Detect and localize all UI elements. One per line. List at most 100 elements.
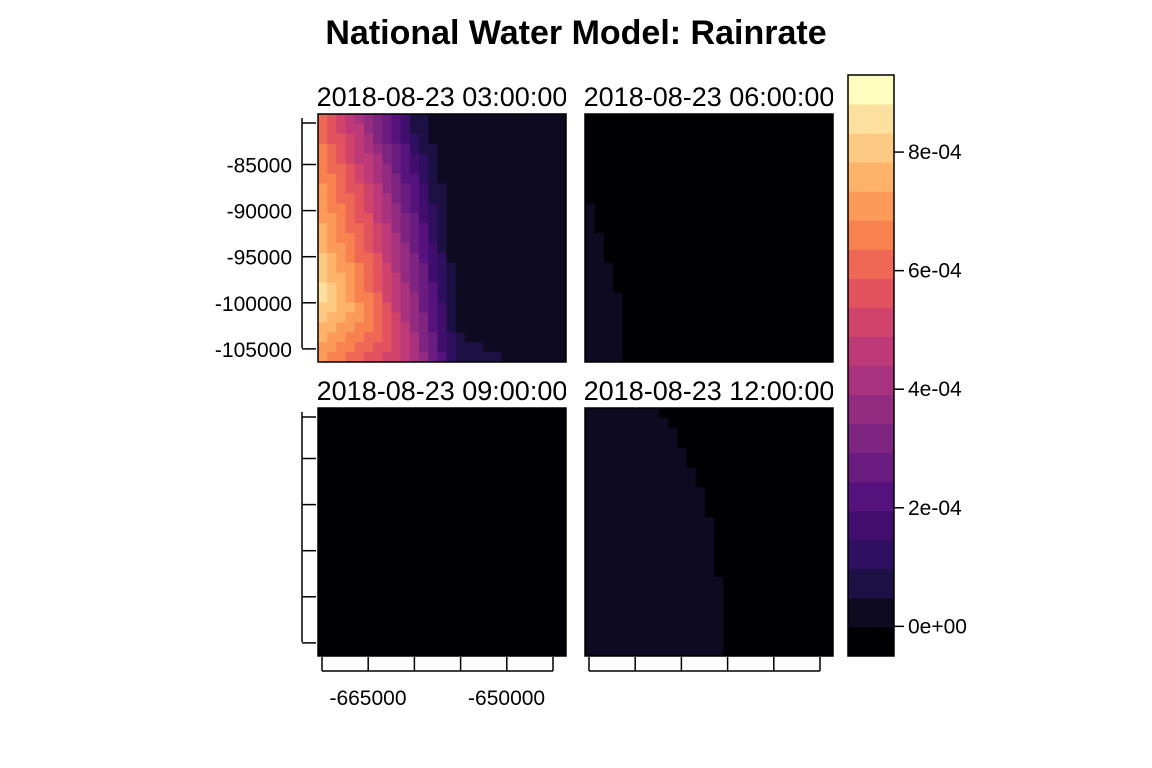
heat-cell (327, 123, 337, 135)
heat-cell (391, 262, 402, 274)
heat-cell (492, 123, 503, 135)
heat-cell (409, 272, 420, 284)
heat-cell (529, 153, 540, 165)
heat-cell (382, 302, 393, 313)
heat-cell (501, 153, 512, 165)
heat-cell (483, 173, 494, 185)
heat-cell (501, 282, 512, 294)
heat-cell (492, 272, 503, 284)
heat-cell (520, 282, 530, 294)
heat-cell (354, 193, 365, 204)
heat-cell (363, 322, 374, 333)
heat-cell (547, 223, 558, 234)
heat-cell (556, 282, 566, 294)
heat-cell (373, 223, 383, 234)
heat-cell (373, 213, 383, 224)
heat-cell (585, 566, 715, 578)
heat-cell (501, 332, 512, 343)
heat-cell (409, 292, 420, 304)
heat-cell (529, 312, 540, 323)
panel-label: 2018-08-23 03:00:00 (317, 82, 568, 112)
heat-cell (400, 123, 411, 135)
heat-cell (585, 546, 715, 558)
heat-cell (483, 312, 494, 323)
heat-cell (419, 242, 429, 254)
heat-cell (373, 163, 383, 175)
heat-cell (318, 312, 328, 323)
heat-cell (455, 133, 466, 145)
heat-cell (510, 133, 521, 145)
heat-cell (391, 153, 402, 165)
panel-cells (318, 114, 566, 362)
heat-cell (437, 352, 448, 362)
heat-cell (585, 213, 595, 224)
heat-cell (585, 457, 687, 469)
heat-cell (428, 332, 439, 343)
chart-title: National Water Model: Rainrate (325, 14, 826, 52)
heat-cell (400, 242, 411, 254)
colorbar-swatch (848, 568, 894, 599)
heat-cell (455, 292, 466, 304)
heat-cell (419, 322, 429, 333)
heat-cell (510, 203, 521, 214)
heat-cell (363, 223, 374, 234)
heat-cell (318, 163, 328, 175)
heat-cell (437, 282, 448, 294)
heat-cell (520, 252, 530, 264)
heat-cell (354, 292, 365, 304)
heat-cell (409, 233, 420, 244)
heat-cell (547, 272, 558, 284)
heat-cell (318, 203, 328, 214)
heat-cell (373, 133, 383, 145)
heat-cell (585, 477, 696, 488)
heat-cell (446, 133, 457, 145)
heat-cell (510, 332, 521, 343)
heat-cell (428, 302, 439, 313)
heat-cell (382, 114, 393, 125)
heat-cell (437, 203, 448, 214)
heat-cell (556, 114, 566, 125)
heat-cell (318, 332, 328, 343)
heat-cell (409, 342, 420, 353)
heat-cell (446, 153, 457, 165)
heat-cell (510, 272, 521, 284)
panel-1: 2018-08-23 03:00:00 (317, 82, 568, 363)
heat-cell (409, 223, 420, 234)
heat-cell (354, 302, 365, 313)
heat-cell (400, 203, 411, 214)
heat-cell (483, 332, 494, 343)
heat-cell (345, 312, 356, 323)
heat-cell (336, 233, 347, 244)
heat-cell (428, 262, 439, 274)
heat-cell (382, 233, 393, 244)
heat-cell (529, 242, 540, 254)
panel-border (584, 407, 834, 657)
heat-cell (547, 312, 558, 323)
heat-cell (474, 123, 484, 135)
heat-cell (391, 163, 402, 175)
heat-cell (464, 223, 475, 234)
heat-cell (538, 292, 549, 304)
heat-cell (409, 332, 420, 343)
heat-cell (336, 173, 347, 185)
colorbar-swatch (848, 162, 894, 192)
colorbar-border (847, 74, 895, 657)
heat-cell (585, 497, 705, 508)
heat-cell (556, 123, 566, 135)
heat-cell (455, 252, 466, 264)
heat-cell (520, 114, 530, 125)
heat-cell (363, 342, 374, 353)
panel-label: 2018-08-23 06:00:00 (584, 82, 835, 112)
heat-cell (391, 342, 402, 353)
heat-cell (538, 302, 549, 313)
heat-cell (538, 114, 549, 125)
heat-cell (538, 282, 549, 294)
heat-cell (547, 342, 558, 353)
heat-cell (483, 292, 494, 304)
heat-background (585, 114, 833, 362)
heat-cell (464, 292, 475, 304)
heat-cell (446, 193, 457, 204)
heat-cell (464, 193, 475, 204)
heat-cell (510, 282, 521, 294)
heat-cell (363, 332, 374, 343)
